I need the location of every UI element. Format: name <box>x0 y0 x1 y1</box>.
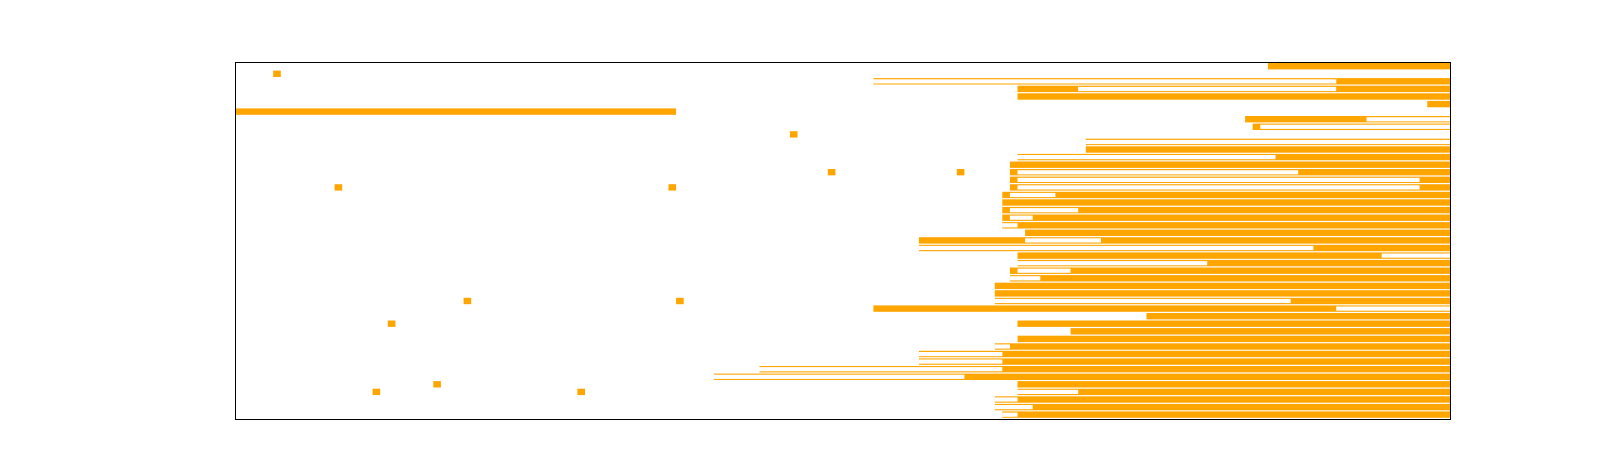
heatmap-cell-row-7-seg-0 <box>1245 116 1450 123</box>
heatmap-gap-row-17-seg-0 <box>1009 192 1056 198</box>
heatmap-cell-row-30-seg-0 <box>994 290 1451 297</box>
heatmap-cell-row-17-seg-0 <box>1002 191 1450 199</box>
heatmap-cell-row-45-seg-0 <box>994 403 1451 411</box>
heatmap-gap-row-36-seg-0 <box>994 336 1018 341</box>
heatmap-cell-row-28-seg-0 <box>1009 275 1450 282</box>
heatmap-cell-row-34-seg-0 <box>387 320 396 327</box>
heatmap-gap-row-41-seg-0 <box>714 374 965 379</box>
heatmap-gap-row-46-seg-0 <box>1002 412 1018 417</box>
heatmap-cell-row-16-seg-1 <box>668 184 677 191</box>
heatmap-gap-row-21-seg-0 <box>1002 223 1018 228</box>
heatmap-cell-row-14-seg-0 <box>827 169 836 176</box>
heatmap-cell-row-42-seg-0 <box>433 381 441 388</box>
heatmap-cell-row-2-seg-1 <box>1336 78 1450 85</box>
plot-frame <box>235 62 1451 420</box>
heatmap-gap-row-43-seg-0 <box>1017 389 1079 394</box>
heatmap-cell-row-44-seg-0 <box>994 396 1451 403</box>
heatmap-gap-row-37-seg-0 <box>994 344 1010 349</box>
heatmap-cell-row-32-seg-0 <box>873 305 1450 312</box>
heatmap-cell-row-11-seg-0 <box>1085 146 1450 153</box>
heatmap-gap-row-31-seg-0 <box>873 298 1291 304</box>
heatmap-gap-row-25-seg-0 <box>1381 253 1450 258</box>
heatmap-gap-row-11-seg-0 <box>1017 147 1071 152</box>
heatmap-gap-row-45-seg-0 <box>994 405 1033 410</box>
heatmap-gap-row-10-seg-0 <box>1085 139 1450 145</box>
heatmap-gap-row-5-seg-0 <box>1017 102 1428 107</box>
heatmap-cell-row-43-seg-0 <box>372 388 381 396</box>
heatmap-cell-row-37-seg-0 <box>994 343 1451 350</box>
heatmap-gap-row-40-seg-0 <box>759 367 1003 372</box>
heatmap-gaps <box>714 79 1450 417</box>
heatmap-gap-row-6-seg-0 <box>1245 109 1428 114</box>
heatmap-cell-row-22-seg-0 <box>1025 229 1450 236</box>
heatmap-cell-row-42-seg-1 <box>1017 381 1450 388</box>
heatmap-gap-row-16-seg-0 <box>1017 185 1420 190</box>
heatmap-gap-row-20-seg-0 <box>1009 215 1033 220</box>
heatmap-cell-row-34-seg-1 <box>1017 320 1450 327</box>
heatmap-cell-row-20-seg-0 <box>1002 214 1450 221</box>
heatmap-gap-row-39-seg-0 <box>918 359 1003 364</box>
heatmap-cell-row-31-seg-1 <box>676 297 684 305</box>
heatmap-cell-row-43-seg-2 <box>1017 388 1450 396</box>
heatmap-cell-row-9-seg-0 <box>789 131 798 138</box>
heatmap-cell-row-35-seg-0 <box>1070 328 1450 335</box>
heatmap-gap-row-14-seg-0 <box>1017 170 1299 175</box>
heatmap-cell-row-18-seg-0 <box>1002 199 1450 206</box>
heatmap-cell-row-39-seg-0 <box>918 358 1450 365</box>
heatmap-gap-row-8-seg-0 <box>1260 124 1450 129</box>
heatmap-gap-row-19-seg-0 <box>1009 208 1079 213</box>
heatmap-cell-row-26-seg-0 <box>1017 259 1450 267</box>
heatmap-cell-row-46-seg-0 <box>1002 411 1450 418</box>
heatmap-gap-row-7-seg-0 <box>1366 117 1450 122</box>
heatmap-gap-row-28-seg-0 <box>1009 276 1041 281</box>
heatmap-cells <box>236 63 1451 418</box>
heatmap-gap-row-44-seg-0 <box>994 397 1018 402</box>
heatmap-cell-row-21-seg-0 <box>1002 222 1450 229</box>
heatmap-gap-row-42-seg-0 <box>714 382 1003 387</box>
heatmap-cell-row-14-seg-1 <box>956 169 965 176</box>
heatmap-cell-row-23-seg-0 <box>918 237 1450 244</box>
heatmap-cell-row-41-seg-0 <box>714 373 1450 380</box>
heatmap-cell-row-38-seg-0 <box>918 350 1450 358</box>
heatmap-gap-row-3-seg-0 <box>1078 86 1337 92</box>
heatmap-gap-row-2-seg-0 <box>873 79 1337 84</box>
heatmap-gap-row-32-seg-0 <box>1336 306 1450 311</box>
heatmap-gap-row-15-seg-0 <box>1017 177 1420 182</box>
heatmap-cell-row-6-seg-0 <box>236 108 677 115</box>
heatmap-cell-row-1-seg-0 <box>273 70 281 77</box>
heatmap-gap-row-12-seg-0 <box>1017 155 1276 160</box>
heatmap-cell-row-3-seg-0 <box>1017 85 1079 93</box>
heatmap-gap-row-23-seg-0 <box>1025 238 1101 243</box>
heatmap-cell-row-0-seg-0 <box>1267 63 1450 70</box>
heatmap-cell-row-27-seg-0 <box>1009 267 1450 274</box>
heatmap-cell-row-19-seg-0 <box>1002 206 1450 214</box>
heatmap-gap-row-26-seg-0 <box>1017 261 1208 266</box>
heatmap-gap-row-24-seg-0 <box>918 245 1314 251</box>
heatmap-cell-row-43-seg-1 <box>577 388 585 396</box>
heatmap-cell-row-40-seg-0 <box>759 366 1450 373</box>
heatmap-gap-row-27-seg-0 <box>1017 268 1071 273</box>
heatmap-cell-row-31-seg-0 <box>463 297 472 305</box>
heatmap-cell-row-5-seg-0 <box>1427 100 1450 108</box>
heatmap-cell-row-13-seg-0 <box>1009 161 1450 168</box>
heatmap-cell-row-36-seg-0 <box>1017 335 1450 343</box>
heatmap-cell-row-16-seg-0 <box>334 184 343 191</box>
heatmap-cell-row-4-seg-0 <box>1017 93 1450 100</box>
heatmap-cell-row-25-seg-0 <box>1017 252 1450 259</box>
heatmap-cell-row-33-seg-0 <box>1146 313 1450 320</box>
heatmap-gap-row-38-seg-0 <box>918 352 1003 357</box>
heatmap-cell-row-29-seg-0 <box>994 282 1451 290</box>
